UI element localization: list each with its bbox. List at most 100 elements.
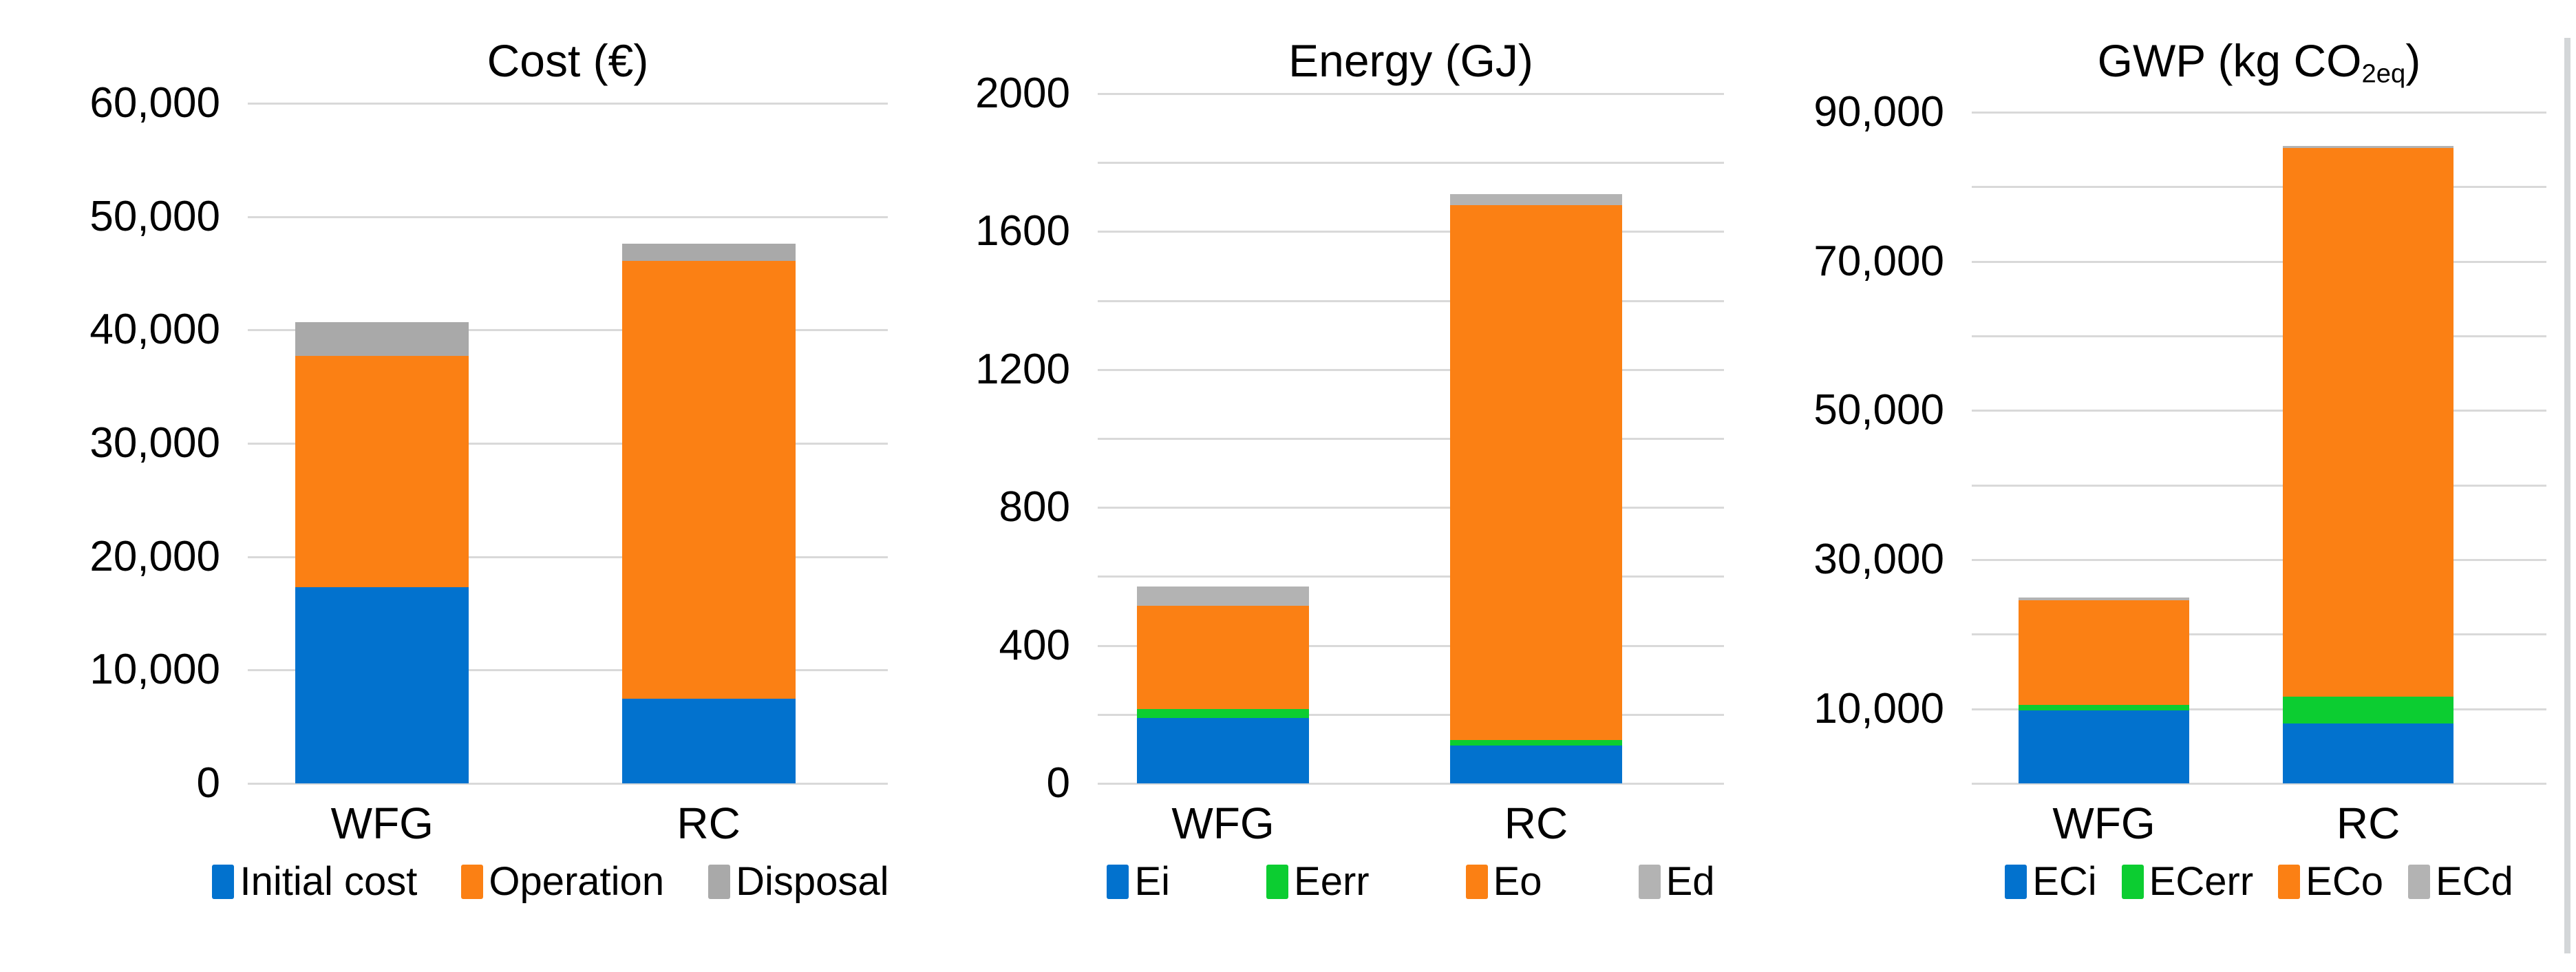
energy-x-label-rc: RC	[1504, 799, 1568, 848]
cost-ytick-label: 10,000	[89, 646, 220, 694]
cost-ytick-label: 60,000	[89, 79, 220, 127]
energy-ytick-label: 1600	[975, 207, 1070, 255]
gwp-bar-rc-segment-eci	[2283, 723, 2454, 783]
cost-gridline	[248, 329, 888, 332]
chart-energy-title-text: Energy (GJ)	[1288, 35, 1533, 86]
cost-gridline	[248, 556, 888, 558]
energy-legend-label: Ei	[1134, 859, 1171, 904]
gwp-bar-wfg-segment-ecd	[2019, 598, 2190, 600]
gwp-bar-wfg-segment-eci	[2019, 710, 2190, 783]
gwp-x-label-rc: RC	[2336, 799, 2401, 848]
gwp-gridline	[1972, 260, 2546, 263]
gwp-bar-rc-segment-ecd	[2283, 145, 2454, 148]
gwp-legend-item-ecd: ECd	[2407, 859, 2513, 904]
cost-legend-swatch-icon	[708, 865, 731, 899]
chart-gwp-title-text: GWP (kg CO	[2097, 35, 2362, 86]
energy-legend-item-eerr: Eerr	[1266, 862, 1370, 902]
energy-ytick-label: 0	[1046, 759, 1070, 807]
energy-legend-swatch-icon	[1107, 865, 1129, 899]
chart-cost-title: Cost (€)	[248, 36, 888, 89]
cost-gridline	[248, 103, 888, 105]
cost-bar-wfg-segment-initial-cost	[295, 587, 469, 783]
energy-legend-item-ei: Ei	[1107, 862, 1170, 902]
energy-ytick-label: 2000	[975, 70, 1070, 117]
chart-energy-legend: Ei Eerr Eo Ed	[1098, 862, 1724, 902]
energy-ytick-label: 400	[999, 621, 1070, 669]
energy-gridline	[1098, 368, 1724, 371]
cost-bar-rc-segment-initial-cost	[621, 699, 796, 783]
energy-legend-label: Ed	[1665, 859, 1715, 904]
energy-bar-wfg-segment-eo	[1137, 605, 1309, 710]
energy-bar-rc-segment-ed	[1450, 194, 1622, 206]
cost-legend-swatch-icon	[212, 865, 235, 899]
gwp-gridline	[1972, 335, 2546, 337]
cost-x-label-rc: RC	[677, 799, 741, 848]
energy-legend-label: Eerr	[1294, 859, 1370, 904]
gwp-gridline	[1972, 633, 2546, 636]
energy-gridline	[1098, 644, 1724, 647]
gwp-gridline	[1972, 783, 2546, 785]
gwp-gridline	[1972, 484, 2546, 487]
cost-ytick-label: 20,000	[89, 532, 220, 580]
chart-cost-title-text: Cost (€)	[487, 35, 649, 86]
cost-ytick-label: 50,000	[89, 192, 220, 240]
gwp-ytick-label: 50,000	[1813, 386, 1944, 434]
cost-gridline	[248, 215, 888, 218]
energy-bar-wfg-segment-ed	[1137, 587, 1309, 606]
gwp-ytick-label: 90,000	[1813, 88, 1944, 136]
cost-legend-swatch-icon	[461, 865, 484, 899]
gwp-legend-swatch-icon	[2121, 865, 2144, 899]
gwp-legend-swatch-icon	[2407, 865, 2430, 899]
energy-bar-rc-segment-eo	[1450, 205, 1622, 740]
figure-edge-line	[2564, 38, 2570, 953]
gwp-gridline	[1972, 112, 2546, 114]
cost-bar-wfg-segment-operation	[295, 356, 469, 588]
gwp-legend-item-ecerr: ECerr	[2121, 859, 2254, 904]
gwp-bar-wfg-segment-ecerr	[2019, 705, 2190, 710]
cost-legend-item-disposal: Disposal	[708, 859, 889, 904]
energy-legend-swatch-icon	[1266, 865, 1289, 899]
gwp-gridline	[1972, 186, 2546, 189]
energy-bar-rc-segment-eerr	[1450, 739, 1622, 746]
energy-gridline	[1098, 507, 1724, 509]
chart-gwp-legend: ECi ECerr ECo ECd	[1972, 862, 2546, 902]
cost-legend-label: Disposal	[736, 859, 889, 904]
gwp-x-label-wfg: WFG	[2052, 799, 2155, 848]
energy-bar-rc-segment-ei	[1450, 745, 1622, 783]
chart-energy-title: Energy (GJ)	[1098, 36, 1724, 89]
energy-legend-item-ed: Ed	[1638, 859, 1715, 904]
cost-gridline	[248, 443, 888, 445]
energy-x-label-wfg: WFG	[1171, 799, 1275, 848]
cost-legend-label: Initial cost	[239, 859, 418, 904]
gwp-legend-item-eci: ECi	[2005, 862, 2097, 902]
cost-gridline	[248, 669, 888, 672]
gwp-bar-rc-segment-eco	[2283, 148, 2454, 697]
energy-legend-swatch-icon	[1638, 865, 1661, 899]
energy-gridline	[1098, 231, 1724, 233]
energy-gridline	[1098, 713, 1724, 716]
cost-bar-rc-segment-operation	[621, 260, 796, 699]
energy-gridline	[1098, 575, 1724, 578]
gwp-bar-wfg-segment-eco	[2019, 600, 2190, 706]
gwp-legend-item-eco: ECo	[2278, 862, 2383, 902]
gwp-gridline	[1972, 559, 2546, 561]
energy-bar-wfg-segment-ei	[1137, 717, 1309, 783]
energy-legend-item-eo: Eo	[1465, 862, 1542, 902]
gwp-legend-label: ECerr	[2149, 859, 2254, 904]
gwp-legend-label: ECd	[2435, 859, 2513, 904]
energy-gridline	[1098, 93, 1724, 95]
energy-legend-swatch-icon	[1465, 865, 1488, 899]
gwp-ytick-label: 30,000	[1813, 536, 1944, 583]
gwp-legend-swatch-icon	[2278, 865, 2301, 899]
energy-ytick-label: 1200	[975, 345, 1070, 393]
chart-gwp-title: GWP (kg CO2eq)	[1972, 36, 2546, 89]
energy-gridline	[1098, 438, 1724, 440]
gwp-ytick-label: 10,000	[1813, 684, 1944, 732]
energy-gridline	[1098, 783, 1724, 785]
energy-bar-wfg-segment-eerr	[1137, 709, 1309, 718]
energy-gridline	[1098, 162, 1724, 165]
energy-gridline	[1098, 299, 1724, 302]
gwp-bar-rc-segment-ecerr	[2283, 697, 2454, 724]
cost-gridline	[248, 783, 888, 785]
energy-ytick-label: 800	[999, 483, 1070, 531]
